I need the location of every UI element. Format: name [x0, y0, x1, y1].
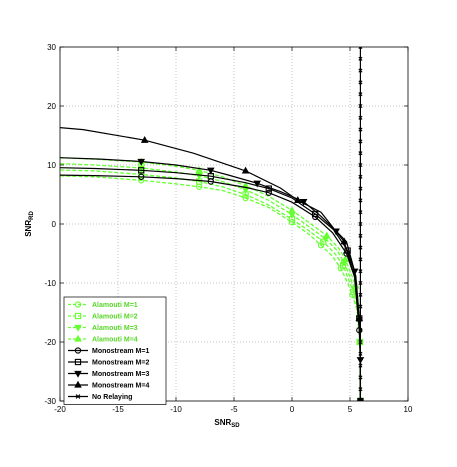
y-tick-label: 30: [47, 43, 56, 52]
series-point: [358, 56, 363, 61]
legend-marker: [74, 301, 82, 308]
series-point: [358, 221, 363, 227]
legend: Alamouti M=1 Alamouti M=2 Alamouti M=3 Alam…: [63, 296, 167, 405]
series-9: [358, 47, 363, 401]
y-tick-label: 10: [47, 161, 56, 170]
series-point: [241, 166, 250, 174]
y-tick-label: -30: [44, 397, 56, 406]
series-point: [358, 304, 363, 309]
x-tick-label: -15: [112, 405, 124, 414]
series-point: [46, 154, 52, 159]
series-point: [358, 398, 363, 401]
legend-marker: [74, 312, 82, 320]
legend-label: Monostream M=1: [92, 348, 149, 355]
series-point: [358, 174, 363, 179]
series-point: [140, 135, 149, 143]
series-point: [358, 339, 363, 345]
x-tick-label: -5: [230, 405, 238, 414]
series-point: [340, 237, 348, 245]
legend-label: Monostream M=4: [92, 383, 149, 390]
series-point: [294, 196, 302, 204]
y-tick-label: -10: [44, 279, 56, 288]
y-tick-label: 20: [47, 102, 56, 111]
legend-marker: [74, 380, 82, 388]
series-point: [358, 162, 363, 168]
legend-marker: [75, 394, 81, 399]
series-point: [358, 257, 363, 262]
x-axis-label-sub: SD: [231, 423, 240, 429]
legend-label: Monostream M=2: [92, 360, 149, 367]
series-point: [358, 375, 363, 380]
legend-label: Alamouti M=2: [92, 314, 138, 321]
series-point: [358, 151, 363, 156]
series-point: [137, 158, 145, 166]
series-point: [358, 47, 363, 50]
series-point: [46, 172, 51, 177]
legend-label: Alamouti M=1: [92, 302, 138, 309]
y-axis-label: SNRRD: [24, 211, 35, 237]
x-tick-label: 5: [348, 405, 353, 414]
series-point: [253, 180, 261, 188]
series-line: [60, 174, 361, 401]
series-point: [138, 167, 145, 174]
series-point: [358, 269, 363, 274]
x-tick-label: 10: [404, 405, 413, 414]
x-tick-label: -20: [54, 405, 66, 414]
series-point: [358, 186, 363, 191]
series-point: [358, 387, 363, 392]
x-tick-label: 0: [290, 405, 295, 414]
legend-marker: [74, 370, 82, 378]
series-point: [358, 210, 363, 215]
series-point: [358, 233, 363, 238]
series-point: [358, 292, 363, 297]
series-point: [358, 316, 363, 321]
series-point: [358, 68, 363, 73]
series-point: [207, 167, 215, 175]
series-point: [358, 351, 363, 356]
legend-marker: [74, 334, 82, 342]
series-point: [358, 280, 363, 286]
series-point: [358, 92, 363, 97]
y-axis-label-sub: RD: [29, 211, 35, 220]
series-point: [358, 328, 363, 333]
series-point: [358, 127, 363, 132]
x-tick-label: -10: [170, 405, 182, 414]
x-axis-label-main: SNR: [214, 418, 231, 427]
series-point: [358, 363, 363, 368]
legend-label: No Relaying: [92, 394, 132, 401]
y-tick-label: -20: [44, 338, 56, 347]
series-8: [46, 124, 364, 401]
series-point: [138, 177, 145, 184]
legend-marker: [74, 358, 82, 366]
series-point: [265, 189, 272, 196]
series-point: [195, 166, 203, 173]
series-point: [46, 124, 52, 129]
series-point: [358, 103, 363, 109]
series-point: [358, 80, 363, 85]
series-point: [46, 173, 51, 178]
series-point: [323, 231, 331, 239]
series-point: [358, 198, 363, 203]
legend-label: Alamouti M=4: [92, 337, 138, 344]
legend-marker: [74, 324, 82, 332]
series-point: [358, 139, 363, 144]
legend-marker: [74, 347, 82, 354]
y-axis-label-main: SNR: [24, 220, 33, 237]
series-point: [358, 115, 363, 120]
series-point: [46, 155, 52, 160]
series-point: [341, 255, 350, 263]
series-point: [138, 173, 145, 180]
series-point: [358, 245, 363, 250]
series-point: [288, 206, 296, 214]
series-point: [242, 194, 249, 202]
y-tick-label: 0: [52, 220, 57, 229]
legend-label: Alamouti M=3: [92, 325, 138, 332]
legend-label: Monostream M=3: [92, 371, 149, 378]
series-layer: [46, 47, 365, 401]
x-axis-label: SNRSD: [214, 418, 240, 429]
